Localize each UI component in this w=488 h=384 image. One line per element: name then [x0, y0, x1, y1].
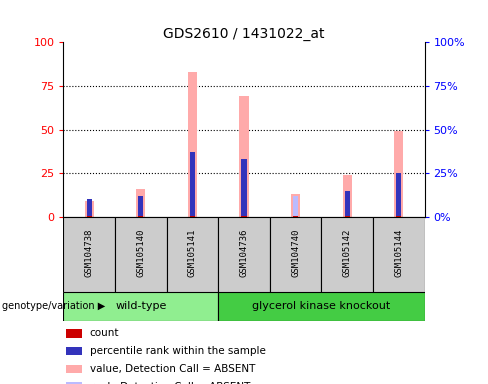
Bar [373, 217, 425, 292]
Bar [242, 159, 246, 217]
Bar [87, 216, 92, 217]
Bar [138, 196, 143, 217]
Text: GSM104736: GSM104736 [240, 229, 248, 277]
Bar [66, 382, 82, 384]
Bar [345, 191, 350, 217]
Text: rank, Detection Call = ABSENT: rank, Detection Call = ABSENT [90, 382, 250, 384]
Bar [84, 201, 94, 217]
Text: GSM104740: GSM104740 [291, 229, 300, 277]
Bar [87, 200, 92, 217]
Bar [190, 216, 195, 217]
Title: GDS2610 / 1431022_at: GDS2610 / 1431022_at [163, 27, 325, 41]
Bar [322, 217, 373, 292]
Text: GSM105140: GSM105140 [136, 229, 145, 277]
Bar [138, 216, 143, 217]
Text: GSM105142: GSM105142 [343, 229, 352, 277]
Bar [218, 217, 270, 292]
Bar [87, 201, 92, 217]
Bar [239, 96, 249, 217]
Bar [188, 72, 197, 217]
Text: wild-type: wild-type [115, 301, 166, 311]
Text: glycerol kinase knockout: glycerol kinase knockout [252, 301, 390, 311]
Text: GSM105144: GSM105144 [394, 229, 403, 277]
Bar [396, 216, 401, 217]
Bar [218, 292, 425, 321]
Bar [396, 173, 401, 217]
Bar [136, 189, 145, 217]
Bar [66, 347, 82, 355]
Bar [396, 173, 401, 217]
Bar [343, 175, 352, 217]
Bar [63, 292, 218, 321]
Text: GSM105141: GSM105141 [188, 229, 197, 277]
Bar [138, 196, 143, 217]
Bar [242, 216, 246, 217]
Bar [293, 216, 298, 217]
Bar [63, 217, 115, 292]
Bar [66, 329, 82, 338]
Bar [291, 194, 300, 217]
Bar [190, 152, 195, 217]
Text: GSM104738: GSM104738 [85, 229, 94, 277]
Bar [115, 217, 166, 292]
Bar [394, 131, 404, 217]
Text: count: count [90, 328, 119, 338]
Bar [345, 191, 350, 217]
Bar [190, 152, 195, 217]
Bar [242, 159, 246, 217]
Bar [166, 217, 218, 292]
Text: genotype/variation ▶: genotype/variation ▶ [2, 301, 106, 311]
Bar [345, 216, 350, 217]
Bar [66, 365, 82, 373]
Bar [270, 217, 322, 292]
Text: percentile rank within the sample: percentile rank within the sample [90, 346, 265, 356]
Text: value, Detection Call = ABSENT: value, Detection Call = ABSENT [90, 364, 255, 374]
Bar [293, 196, 298, 217]
